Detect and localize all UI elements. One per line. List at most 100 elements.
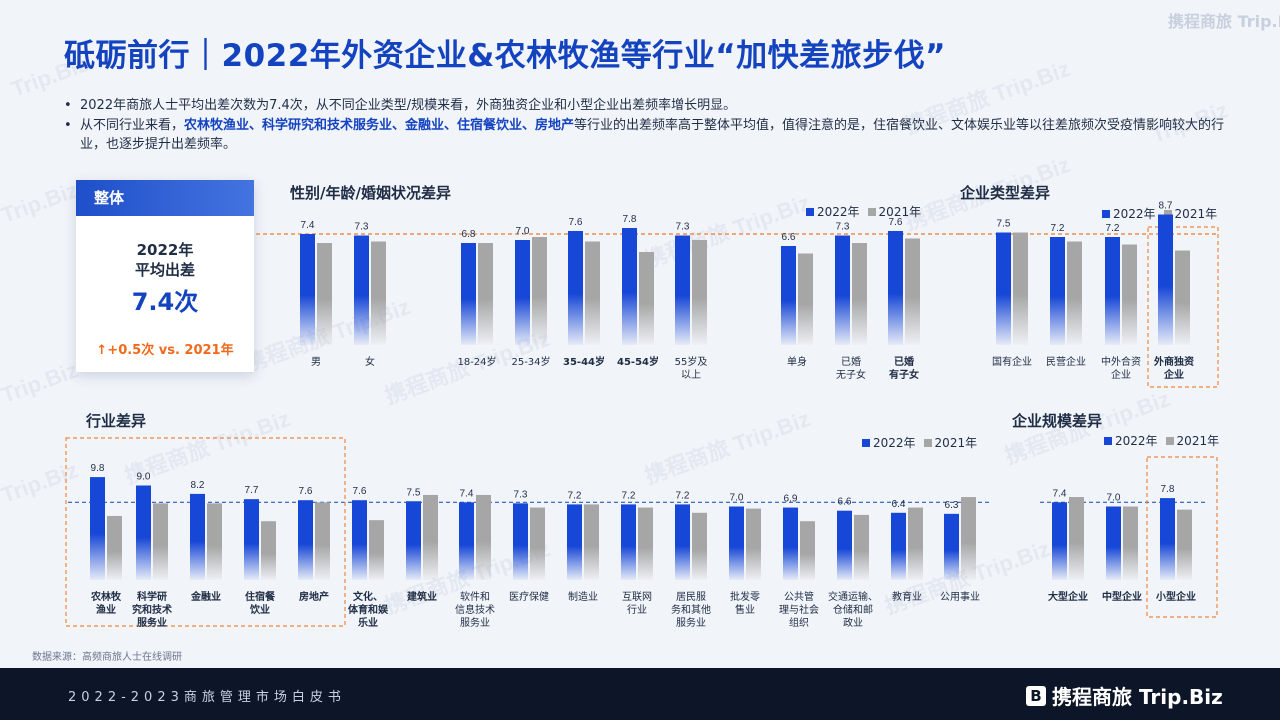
data-label: 7.2	[1051, 223, 1065, 234]
legend-demographics: 2022年 2021年	[806, 203, 929, 220]
overall-card: 整体 2022年 平均出差 7.4次 ↑+0.5次 vs. 2021年	[76, 180, 254, 372]
category-label-line: 55岁及	[675, 355, 708, 368]
category-label-line: 建筑业	[406, 590, 437, 603]
data-label: 7.2	[1106, 223, 1120, 234]
data-label: 7.5	[997, 219, 1011, 230]
legend-swatch-2022	[1102, 209, 1110, 218]
category-label-line: 务和其他	[671, 603, 711, 616]
data-label: 6.9	[784, 494, 798, 505]
bar-2021	[639, 252, 654, 345]
category-label: 55岁及以上	[675, 355, 708, 381]
bar-2021	[207, 503, 222, 580]
category-label: 软件和信息技术服务业	[455, 590, 495, 629]
bar-2022	[1105, 237, 1120, 345]
bar-2021	[315, 502, 330, 580]
category-label-line: 服务业	[676, 616, 706, 629]
bar-2022	[90, 477, 105, 580]
category-label-line: 45-54岁	[617, 355, 659, 368]
category-label: 25-34岁	[511, 355, 550, 368]
category-label: 45-54岁	[617, 355, 659, 368]
data-label: 7.3	[514, 489, 528, 500]
category-label-line: 科学研	[137, 590, 167, 603]
category-label-line: 售业	[735, 603, 755, 616]
category-label: 教育业	[892, 590, 922, 603]
summary-bullets: 2022年商旅人士平均出差次数为7.4次，从不同企业类型/规模来看，外商独资企业…	[64, 96, 1234, 155]
category-label-line: 小型企业	[1155, 590, 1196, 603]
category-label: 外商独资企业	[1153, 355, 1194, 381]
category-label-line: 行业	[627, 603, 647, 616]
bar-2022	[352, 500, 367, 580]
data-label: 7.3	[676, 222, 690, 233]
bar-2021	[746, 508, 761, 580]
data-label: 7.6	[353, 486, 367, 497]
category-label: 交通运输、仓储和邮政业	[828, 590, 878, 629]
data-label: 7.3	[836, 222, 850, 233]
bar-2022	[1052, 502, 1067, 580]
legend-swatch-2021	[1163, 209, 1172, 218]
data-label: 7.0	[516, 226, 530, 237]
category-label-line: 房地产	[299, 590, 329, 603]
category-label-line: 无子女	[836, 368, 866, 381]
legend-swatch-2021	[1165, 436, 1174, 445]
bar-2021	[961, 497, 976, 580]
category-label-line: 医疗保健	[509, 590, 549, 603]
bar-2021	[532, 237, 547, 345]
data-label: 6.8	[462, 229, 476, 240]
bar-2021	[692, 240, 707, 345]
category-label-line: 文化、	[353, 590, 383, 603]
bar-2022	[406, 501, 421, 580]
category-label: 文化、体育和娱乐业	[348, 590, 389, 629]
legend-label-2021: 2021年	[878, 205, 922, 219]
bar-2021	[798, 253, 813, 345]
category-label-line: 交通运输、	[828, 590, 878, 603]
category-label-line: 服务业	[137, 616, 167, 629]
category-label-line: 中外合资	[1101, 355, 1141, 368]
bar-2021	[1013, 232, 1028, 345]
category-label-line: 大型企业	[1048, 590, 1088, 603]
category-label-line: 饮业	[249, 603, 270, 616]
category-label-line: 金融业	[190, 590, 221, 603]
category-label: 已婚有子女	[889, 355, 919, 381]
bullet-text: 从不同行业来看，	[80, 118, 185, 133]
category-label-line: 民营企业	[1046, 355, 1086, 368]
category-label-line: 国有企业	[992, 355, 1032, 368]
bar-2022	[244, 499, 259, 580]
category-label-line: 制造业	[568, 590, 598, 603]
overall-label-year: 2022年	[136, 241, 194, 259]
bar-2021	[153, 503, 168, 580]
legend-swatch-2021	[923, 438, 932, 447]
bar-2022	[835, 235, 850, 345]
category-label: 国有企业	[992, 355, 1032, 368]
data-label: 7.2	[568, 490, 582, 501]
bar-2021	[107, 515, 122, 580]
category-label-line: 35-44岁	[563, 355, 605, 368]
category-label: 小型企业	[1155, 590, 1196, 603]
arrow-up-icon: ↑	[96, 343, 108, 358]
category-label: 中型企业	[1102, 590, 1142, 603]
category-label: 35-44岁	[563, 355, 605, 368]
data-label: 7.6	[889, 217, 903, 228]
category-label: 批发零售业	[730, 590, 760, 616]
data-source-note: 数据来源：高频商旅人士在线调研	[32, 652, 182, 663]
bar-2022	[837, 510, 852, 580]
category-label: 制造业	[568, 590, 598, 603]
bar-2022	[888, 231, 903, 345]
bullet-text: 2022年商旅人士平均出差次数为7.4次，从不同企业类型/规模来看，外商独资企业…	[80, 98, 737, 113]
legend-label-2021: 2021年	[1174, 207, 1218, 221]
footer-logo: B 携程商旅 Trip.Biz	[1026, 681, 1223, 710]
category-label: 公用事业	[940, 590, 980, 603]
category-label-line: 仓储和邮	[833, 603, 873, 616]
bar-2021	[317, 243, 332, 345]
category-label-line: 究和技术	[132, 603, 172, 616]
bar-2022	[354, 235, 369, 345]
bar-2022	[136, 485, 151, 580]
bar-2021	[1069, 497, 1084, 580]
bar-2021	[530, 507, 545, 580]
category-label-line: 农林牧	[90, 590, 122, 603]
data-label: 6.3	[945, 500, 959, 511]
category-label-line: 信息技术	[455, 603, 495, 616]
category-label: 住宿餐饮业	[245, 590, 276, 616]
category-label-line: 居民服	[676, 591, 706, 603]
data-label: 7.2	[676, 490, 690, 501]
legend-swatch-2022	[1104, 436, 1112, 445]
